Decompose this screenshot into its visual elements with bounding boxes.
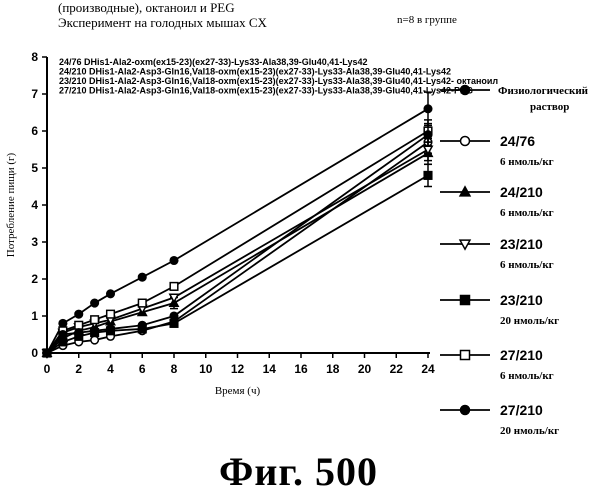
- data-point: [138, 299, 146, 307]
- legend-label: 27/210: [500, 402, 543, 418]
- sequence-label: 27/210 DHis1-Ala2-Asp3-Gln16,Val18-oxm(e…: [59, 86, 473, 96]
- data-point: [75, 321, 83, 329]
- data-point: [461, 86, 470, 95]
- data-point: [75, 329, 83, 337]
- x-tick-label: 2: [75, 362, 82, 376]
- data-point: [461, 137, 470, 146]
- legend-label: 24/76: [500, 133, 535, 149]
- legend-dose: 20 нмоль/кг: [500, 315, 559, 327]
- data-point: [424, 131, 432, 139]
- x-axis-label: Время (ч): [215, 385, 261, 397]
- legend-item: 27/210 20 нмоль/кг: [440, 402, 559, 437]
- data-point: [424, 105, 432, 113]
- legend-item: 27/210 6 нмоль/кг: [440, 347, 554, 382]
- data-point: [75, 310, 83, 318]
- legend-item: 23/210 20 нмоль/кг: [440, 292, 559, 327]
- legend-label: Физиологический: [498, 85, 589, 97]
- data-point: [59, 320, 67, 328]
- x-tick-label: 18: [326, 362, 340, 376]
- data-point: [43, 349, 51, 357]
- x-tick-label: 4: [107, 362, 114, 376]
- data-point: [424, 172, 432, 180]
- data-point: [91, 299, 99, 307]
- sequence-label: 23/210 DHis1-Ala2-Asp3-Gln16,Val18-oxm(e…: [59, 76, 498, 86]
- series-line: [47, 131, 428, 353]
- legend-dose: 6 нмоль/кг: [500, 370, 554, 382]
- legend-label: 24/210: [500, 184, 543, 200]
- data-point: [170, 320, 178, 328]
- data-point: [91, 316, 99, 324]
- x-tick-label: 10: [199, 362, 213, 376]
- sequence-labels: 24/76 DHis1-Ala2-oxm(ex15-23)(ex27-33)-L…: [59, 57, 498, 96]
- sequence-label: 24/76 DHis1-Ala2-oxm(ex15-23)(ex27-33)-L…: [59, 57, 368, 67]
- x-tick-label: 14: [263, 362, 277, 376]
- legend-label: 27/210: [500, 347, 543, 363]
- legend-label: 23/210: [500, 292, 543, 308]
- data-point: [170, 312, 178, 320]
- x-tick-label: 16: [294, 362, 308, 376]
- data-point: [59, 331, 67, 339]
- legend-item: 24/210 6 нмоль/кг: [440, 184, 554, 219]
- legend: Физиологическийраствор24/766 нмоль/кг24/…: [440, 85, 589, 437]
- plot-area: [43, 92, 432, 357]
- legend-label: 23/210: [500, 236, 543, 252]
- y-tick-label: 4: [31, 198, 38, 212]
- x-tick-label: 6: [139, 362, 146, 376]
- series-line: [47, 175, 428, 353]
- legend-item: 23/210 6 нмоль/кг: [440, 236, 554, 271]
- sequence-label: 24/210 DHis1-Ala2-Asp3-Gln16,Val18-oxm(e…: [59, 67, 451, 77]
- y-axis-label: Потребление пищи (г): [5, 152, 17, 257]
- y-tick-label: 3: [31, 235, 38, 249]
- legend-dose: 20 нмоль/кг: [500, 425, 559, 437]
- legend-item: 24/76 6 нмоль/кг: [440, 133, 554, 168]
- legend-dose: 6 нмоль/кг: [500, 207, 554, 219]
- data-point: [170, 283, 178, 291]
- y-tick-label: 7: [31, 87, 38, 101]
- data-point: [59, 338, 67, 346]
- y-tick-label: 1: [31, 309, 38, 323]
- data-point: [107, 310, 115, 318]
- data-point: [138, 321, 146, 329]
- figure-label: Фиг. 500: [0, 448, 597, 495]
- y-tick-label: 6: [31, 124, 38, 138]
- y-tick-label: 8: [31, 50, 38, 64]
- x-tick-label: 0: [44, 362, 51, 376]
- x-tick-label: 8: [171, 362, 178, 376]
- legend-item: Физиологический раствор: [440, 85, 589, 113]
- x-tick-label: 22: [390, 362, 404, 376]
- data-point: [170, 257, 178, 265]
- data-point: [91, 336, 99, 344]
- data-point: [461, 351, 470, 360]
- legend-dose: раствор: [530, 101, 569, 113]
- data-point: [138, 273, 146, 281]
- data-point: [461, 406, 470, 415]
- x-tick-label: 24: [421, 362, 435, 376]
- series-line: [47, 150, 428, 354]
- data-point: [107, 290, 115, 298]
- x-tick-label: 20: [358, 362, 372, 376]
- legend-dose: 6 нмоль/кг: [500, 259, 554, 271]
- data-point: [107, 325, 115, 333]
- y-tick-label: 2: [31, 272, 38, 286]
- y-tick-label: 0: [31, 346, 38, 360]
- x-tick-label: 12: [231, 362, 245, 376]
- legend-dose: 6 нмоль/кг: [500, 156, 554, 168]
- data-point: [91, 327, 99, 335]
- series-line: [47, 135, 428, 353]
- y-tick-label: 5: [31, 161, 38, 175]
- data-point: [461, 296, 470, 305]
